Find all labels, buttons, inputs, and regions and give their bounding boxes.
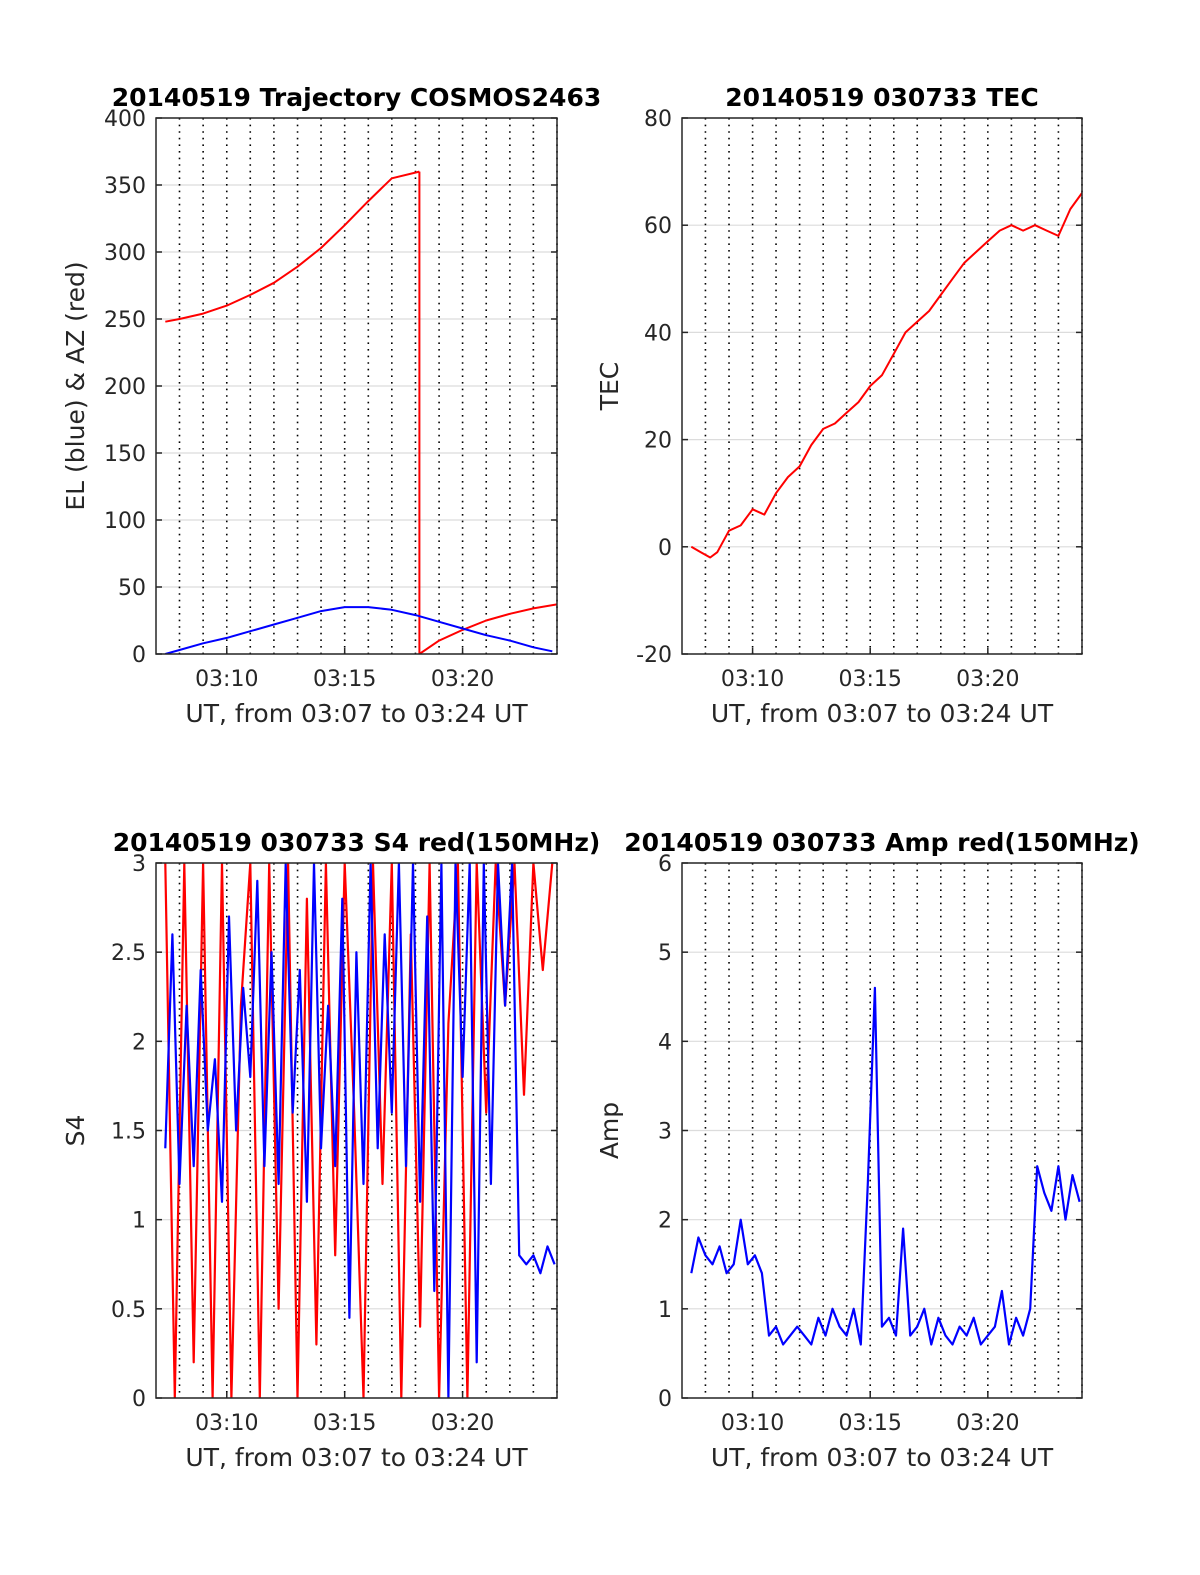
series-line-3 <box>165 606 553 654</box>
y-tick-label: 100 <box>104 509 146 534</box>
x-tick-label: 03:20 <box>956 667 1019 692</box>
y-tick-label: 150 <box>104 442 146 467</box>
y-tick-label: 4 <box>658 1030 672 1055</box>
y-tick-label: 80 <box>644 107 672 132</box>
x-axis-label: UT, from 03:07 to 03:24 UT <box>185 699 528 728</box>
x-tick-label: 03:10 <box>195 1411 258 1436</box>
x-tick-label: 03:10 <box>721 1411 784 1436</box>
y-axis-label: Amp <box>595 1102 624 1159</box>
y-tick-label: 50 <box>118 576 146 601</box>
chart-title: 20140519 030733 Amp red(150MHz) <box>624 828 1140 857</box>
y-tick-label: 200 <box>104 375 146 400</box>
y-tick-label: 1.5 <box>111 1120 146 1145</box>
y-tick-label: 0 <box>132 1387 146 1412</box>
y-tick-label: 40 <box>644 321 672 346</box>
y-tick-label: 1 <box>658 1298 672 1323</box>
y-tick-label: 60 <box>644 214 672 239</box>
x-tick-label: 03:10 <box>195 667 258 692</box>
x-tick-label: 03:20 <box>956 1411 1019 1436</box>
x-axis-label: UT, from 03:07 to 03:24 UT <box>711 699 1054 728</box>
x-tick-label: 03:20 <box>431 667 494 692</box>
y-tick-label: 2.5 <box>111 941 146 966</box>
panel-1: 0 50 100 150 200 250 300 350 400 03:10 03:15 03:20 2… <box>61 83 601 728</box>
series-line-1 <box>690 986 1081 1346</box>
series-line-2 <box>418 171 557 654</box>
y-tick-label: 0 <box>132 643 146 668</box>
y-tick-label: 3 <box>658 1120 672 1145</box>
y-tick-label: 0 <box>658 536 672 561</box>
y-tick-label: 20 <box>644 429 672 454</box>
y-tick-label: -20 <box>636 643 672 668</box>
series-line-1 <box>165 170 420 323</box>
y-tick-label: 6 <box>658 852 672 877</box>
panel-2: -20 0 20 40 60 80 03:10 03:15 03:20 20140519 0307… <box>595 83 1083 728</box>
y-tick-label: 0.5 <box>111 1298 146 1323</box>
y-tick-label: 2 <box>658 1209 672 1234</box>
y-tick-label: 1 <box>132 1209 146 1234</box>
y-axis-label: S4 <box>61 1115 90 1147</box>
x-axis-label: UT, from 03:07 to 03:24 UT <box>185 1443 528 1472</box>
y-tick-label: 2 <box>132 1030 146 1055</box>
x-tick-label: 03:20 <box>431 1411 494 1436</box>
x-axis-label: UT, from 03:07 to 03:24 UT <box>711 1443 1054 1472</box>
x-tick-label: 03:15 <box>839 1411 902 1436</box>
y-axis-label: TEC <box>595 362 624 412</box>
y-tick-label: 300 <box>104 241 146 266</box>
x-tick-label: 03:15 <box>313 1411 376 1436</box>
series-line-2 <box>164 863 556 1398</box>
y-tick-label: 350 <box>104 174 146 199</box>
y-tick-label: 3 <box>132 852 146 877</box>
axes-box <box>681 117 1083 655</box>
y-tick-label: 400 <box>104 107 146 132</box>
chart-title: 20140519 030733 TEC <box>725 83 1038 112</box>
y-axis-label: EL (blue) & AZ (red) <box>61 261 90 510</box>
y-tick-label: 0 <box>658 1387 672 1412</box>
panel-3: 0 0.5 1 1.5 2 2.5 3 03:10 03:15 03:20 20140519 030… <box>61 828 600 1472</box>
y-tick-label: 5 <box>658 941 672 966</box>
x-tick-label: 03:15 <box>839 667 902 692</box>
panel-4: 0 1 2 3 4 5 6 03:10 03:15 03:20 20140519 030733 Am… <box>595 828 1140 1472</box>
x-tick-label: 03:15 <box>313 667 376 692</box>
chart-title: 20140519 030733 S4 red(150MHz) <box>113 828 601 857</box>
series-line-1 <box>690 192 1082 559</box>
x-tick-label: 03:10 <box>721 667 784 692</box>
y-tick-label: 250 <box>104 308 146 333</box>
chart-title: 20140519 Trajectory COSMOS2463 <box>112 83 602 112</box>
